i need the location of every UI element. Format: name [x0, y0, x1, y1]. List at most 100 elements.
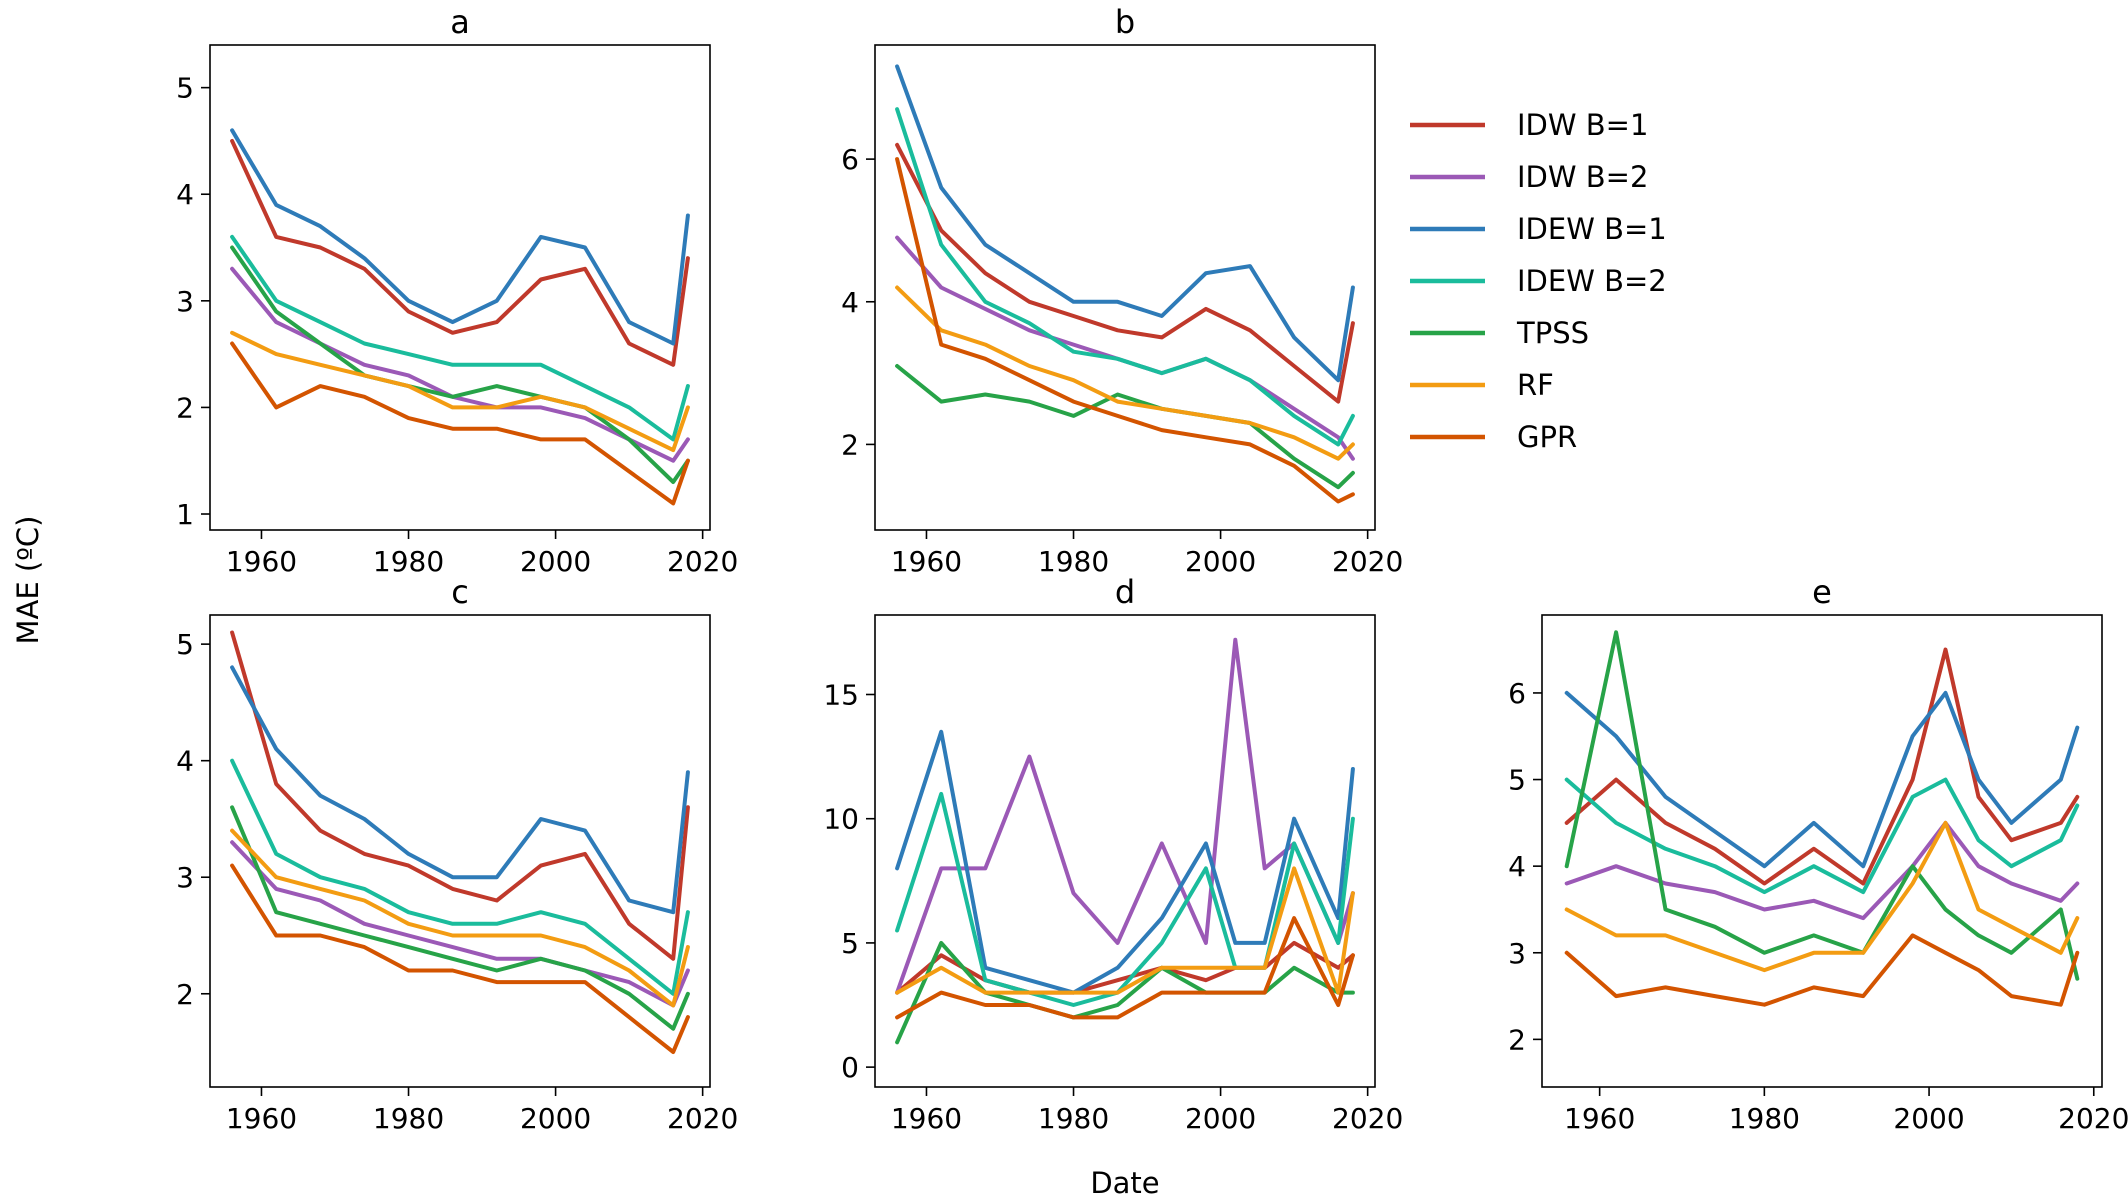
x-tick-label: 2020: [667, 1102, 738, 1135]
series-line-rf: [1564, 820, 2080, 973]
y-tick-label: 2: [176, 391, 194, 424]
series-line-idew-b-2: [895, 791, 1355, 1007]
series-line-idw-b-1: [895, 142, 1355, 404]
x-tick-label: 1980: [373, 545, 444, 578]
series-line-gpr: [895, 916, 1355, 1020]
y-tick-label: 5: [841, 927, 859, 960]
panel-title: e: [1812, 573, 1832, 611]
y-tick-label: 2: [1508, 1023, 1526, 1056]
legend-item: GPR: [1410, 420, 1577, 454]
series-line-idw-b-2: [1564, 820, 2080, 921]
series-line-rf: [230, 828, 690, 1008]
plot-frame: [874, 614, 1376, 1088]
y-tick-label: 3: [1508, 937, 1526, 970]
legend-label: IDW B=2: [1517, 160, 1648, 194]
legend-label: IDEW B=1: [1517, 212, 1667, 246]
series-line-idw-b-2: [230, 840, 690, 1008]
legend-label: GPR: [1517, 420, 1577, 454]
panel-a: 1960 1980 2000 2020 1 2 3 4 5 a: [176, 3, 738, 578]
panel-b: 1960 1980 2000 2020 2 4 6 b: [841, 3, 1403, 578]
series-line-idew-b-1: [895, 729, 1355, 995]
y-tick-label: 6: [1508, 677, 1526, 710]
series-line-idew-b-1: [230, 665, 690, 915]
y-tick-label: 15: [823, 678, 859, 711]
series-line-idw-b-1: [1564, 647, 2080, 886]
y-tick-label: 0: [841, 1051, 859, 1084]
legend-label: IDW B=1: [1517, 108, 1648, 142]
series-line-tpss: [895, 364, 1355, 490]
legend-label: TPSS: [1516, 316, 1589, 350]
panel-title: b: [1115, 3, 1135, 41]
plot-frame: [209, 614, 711, 1088]
legend-item: IDW B=1: [1410, 108, 1648, 142]
legend-label: IDEW B=2: [1517, 264, 1667, 298]
x-tick-label: 1960: [1564, 1102, 1635, 1135]
series-line-idew-b-1: [1564, 690, 2080, 869]
plot-frame: [1541, 614, 2103, 1088]
series-line-idew-b-1: [230, 128, 690, 346]
series-line-gpr: [895, 157, 1355, 504]
y-tick-label: 5: [1508, 764, 1526, 797]
y-tick-label: 4: [176, 745, 194, 778]
x-tick-label: 1960: [226, 545, 297, 578]
y-tick-label: 2: [176, 978, 194, 1011]
x-tick-label: 2020: [667, 545, 738, 578]
panel-title: c: [451, 573, 469, 611]
panel-e: 1960 1980 2000 2020 2 3 4 5 6 e: [1508, 573, 2128, 1135]
y-tick-label: 3: [176, 285, 194, 318]
x-tick-label: 1960: [891, 1102, 962, 1135]
series-line-idew-b-1: [895, 64, 1355, 383]
panels: 1960 1980 2000 2020 1 2 3 4 5 a 1960 1980 2000 2020 2 4…: [176, 3, 2128, 1135]
series-line-idew-b-2: [895, 107, 1355, 447]
series-line-gpr: [230, 341, 690, 506]
y-axis-label: MAE (ºC): [11, 516, 45, 645]
x-tick-label: 1960: [226, 1102, 297, 1135]
plot-frame: [209, 44, 711, 531]
y-tick-label: 1: [176, 498, 194, 531]
series-line-rf: [230, 330, 690, 453]
y-tick-label: 2: [841, 428, 859, 461]
y-tick-label: 6: [841, 143, 859, 176]
series-line-idew-b-2: [230, 234, 690, 442]
x-tick-label: 2020: [1332, 1102, 1403, 1135]
series-line-idew-b-2: [230, 758, 690, 996]
series-line-gpr: [1564, 933, 2080, 1007]
series-line-tpss: [230, 805, 690, 1031]
legend-label: RF: [1517, 368, 1554, 402]
legend-item: IDEW B=2: [1410, 264, 1667, 298]
legend-item: IDEW B=1: [1410, 212, 1667, 246]
y-tick-label: 4: [1508, 850, 1526, 883]
x-tick-label: 1980: [1729, 1102, 1800, 1135]
x-tick-label: 1980: [1038, 545, 1109, 578]
legend: IDW B=1 IDW B=2 IDEW B=1 IDEW B=2 TPSS RF GPR: [1410, 108, 1667, 454]
x-tick-label: 2000: [520, 1102, 591, 1135]
x-tick-label: 1980: [1038, 1102, 1109, 1135]
series-line-rf: [895, 285, 1355, 461]
y-tick-label: 4: [841, 286, 859, 319]
series-line-rf: [895, 866, 1355, 995]
y-tick-label: 5: [176, 72, 194, 105]
series-line-idw-b-1: [230, 138, 690, 367]
legend-item: RF: [1410, 368, 1554, 402]
legend-item: TPSS: [1410, 316, 1589, 350]
x-tick-label: 2000: [1185, 1102, 1256, 1135]
x-tick-label: 2000: [520, 545, 591, 578]
panel-d: 1960 1980 2000 2020 0 5 10 15 d: [823, 573, 1403, 1135]
panel-c: 1960 1980 2000 2020 2 3 4 5 c: [176, 573, 738, 1135]
x-tick-label: 2000: [1893, 1102, 1964, 1135]
series-line-tpss: [230, 245, 690, 484]
panel-title: a: [450, 3, 470, 41]
x-axis-label: Date: [1090, 1166, 1159, 1196]
panel-title: d: [1115, 573, 1135, 611]
y-tick-label: 10: [823, 803, 859, 836]
series-line-idw-b-2: [895, 235, 1355, 461]
plot-frame: [874, 44, 1376, 531]
series-line-gpr: [230, 863, 690, 1054]
x-tick-label: 2020: [2058, 1102, 2128, 1135]
x-tick-label: 1960: [891, 545, 962, 578]
x-tick-label: 1980: [373, 1102, 444, 1135]
series-line-idew-b-2: [1564, 777, 2080, 895]
x-tick-label: 2020: [1332, 545, 1403, 578]
y-tick-label: 4: [176, 178, 194, 211]
